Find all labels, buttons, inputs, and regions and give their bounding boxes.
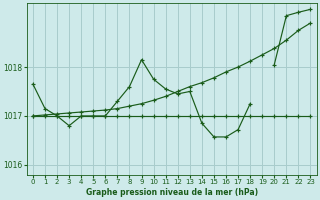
X-axis label: Graphe pression niveau de la mer (hPa): Graphe pression niveau de la mer (hPa) bbox=[86, 188, 258, 197]
